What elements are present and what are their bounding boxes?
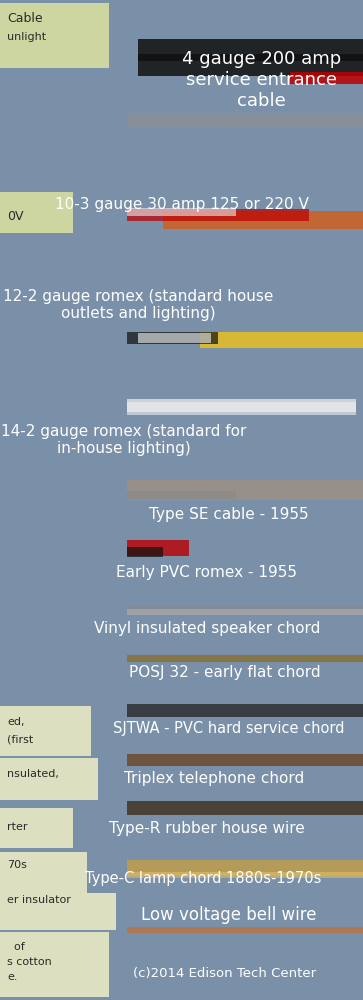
Bar — [0, 706, 91, 756]
Bar — [127, 605, 363, 614]
Bar — [0, 893, 116, 930]
Bar — [127, 480, 363, 500]
Text: Vinyl insulated speaker chord: Vinyl insulated speaker chord — [94, 620, 320, 636]
Text: 12-2 gauge romex (standard house
outlets and lighting): 12-2 gauge romex (standard house outlets… — [3, 289, 273, 321]
Text: of: of — [7, 942, 25, 952]
Bar — [127, 872, 363, 878]
Text: Type-C lamp chord 1880s-1970s: Type-C lamp chord 1880s-1970s — [85, 870, 322, 886]
Text: 10-3 gauge 30 amp 125 or 220 V: 10-3 gauge 30 amp 125 or 220 V — [54, 198, 309, 213]
Bar — [138, 54, 363, 76]
Text: SJTWA - PVC hard service chord: SJTWA - PVC hard service chord — [113, 720, 344, 736]
Text: s cotton: s cotton — [7, 957, 52, 967]
Bar — [0, 932, 109, 997]
Bar — [127, 332, 218, 344]
Bar — [127, 401, 356, 414]
Bar — [127, 704, 363, 716]
Bar — [127, 655, 363, 662]
Text: 14-2 gauge romex (standard for
in-house lighting): 14-2 gauge romex (standard for in-house … — [1, 424, 246, 456]
Text: unlight: unlight — [7, 32, 46, 42]
Bar — [127, 609, 363, 615]
Bar — [138, 39, 363, 61]
Bar — [127, 113, 363, 127]
Text: 0V: 0V — [7, 210, 24, 223]
Bar — [127, 208, 236, 216]
Text: Type SE cable - 1955: Type SE cable - 1955 — [149, 508, 309, 522]
Text: e.: e. — [7, 972, 18, 982]
Bar — [127, 398, 356, 412]
Text: Type-R rubber house wire: Type-R rubber house wire — [109, 820, 305, 836]
Bar — [127, 927, 363, 933]
Text: nsulated,: nsulated, — [7, 769, 59, 779]
Bar — [127, 547, 163, 557]
Bar — [290, 72, 363, 84]
Text: er insulator: er insulator — [7, 895, 71, 905]
Text: 70s: 70s — [7, 860, 27, 870]
Bar — [127, 540, 189, 556]
Text: rter: rter — [7, 822, 28, 832]
Bar — [127, 801, 363, 815]
Text: Triplex telephone chord: Triplex telephone chord — [124, 770, 304, 786]
Bar — [200, 332, 363, 348]
Bar — [0, 758, 98, 800]
Bar — [127, 209, 309, 221]
Bar — [0, 808, 73, 848]
Text: Cable: Cable — [7, 12, 43, 25]
Text: POSJ 32 - early flat chord: POSJ 32 - early flat chord — [129, 666, 321, 680]
Bar — [127, 754, 363, 766]
Bar — [127, 491, 236, 499]
Text: Low voltage bell wire: Low voltage bell wire — [141, 906, 317, 924]
Bar — [127, 860, 363, 876]
Text: (first: (first — [7, 734, 33, 744]
Bar — [138, 333, 211, 343]
Text: 4 gauge 200 amp
service entrance
cable: 4 gauge 200 amp service entrance cable — [182, 50, 341, 110]
Text: ed,: ed, — [7, 717, 25, 727]
Text: Early PVC romex - 1955: Early PVC romex - 1955 — [117, 566, 297, 580]
Bar — [0, 852, 87, 893]
Bar — [163, 211, 363, 229]
Text: (c)2014 Edison Tech Center: (c)2014 Edison Tech Center — [134, 968, 317, 980]
Bar — [0, 3, 109, 68]
Bar — [0, 192, 73, 233]
